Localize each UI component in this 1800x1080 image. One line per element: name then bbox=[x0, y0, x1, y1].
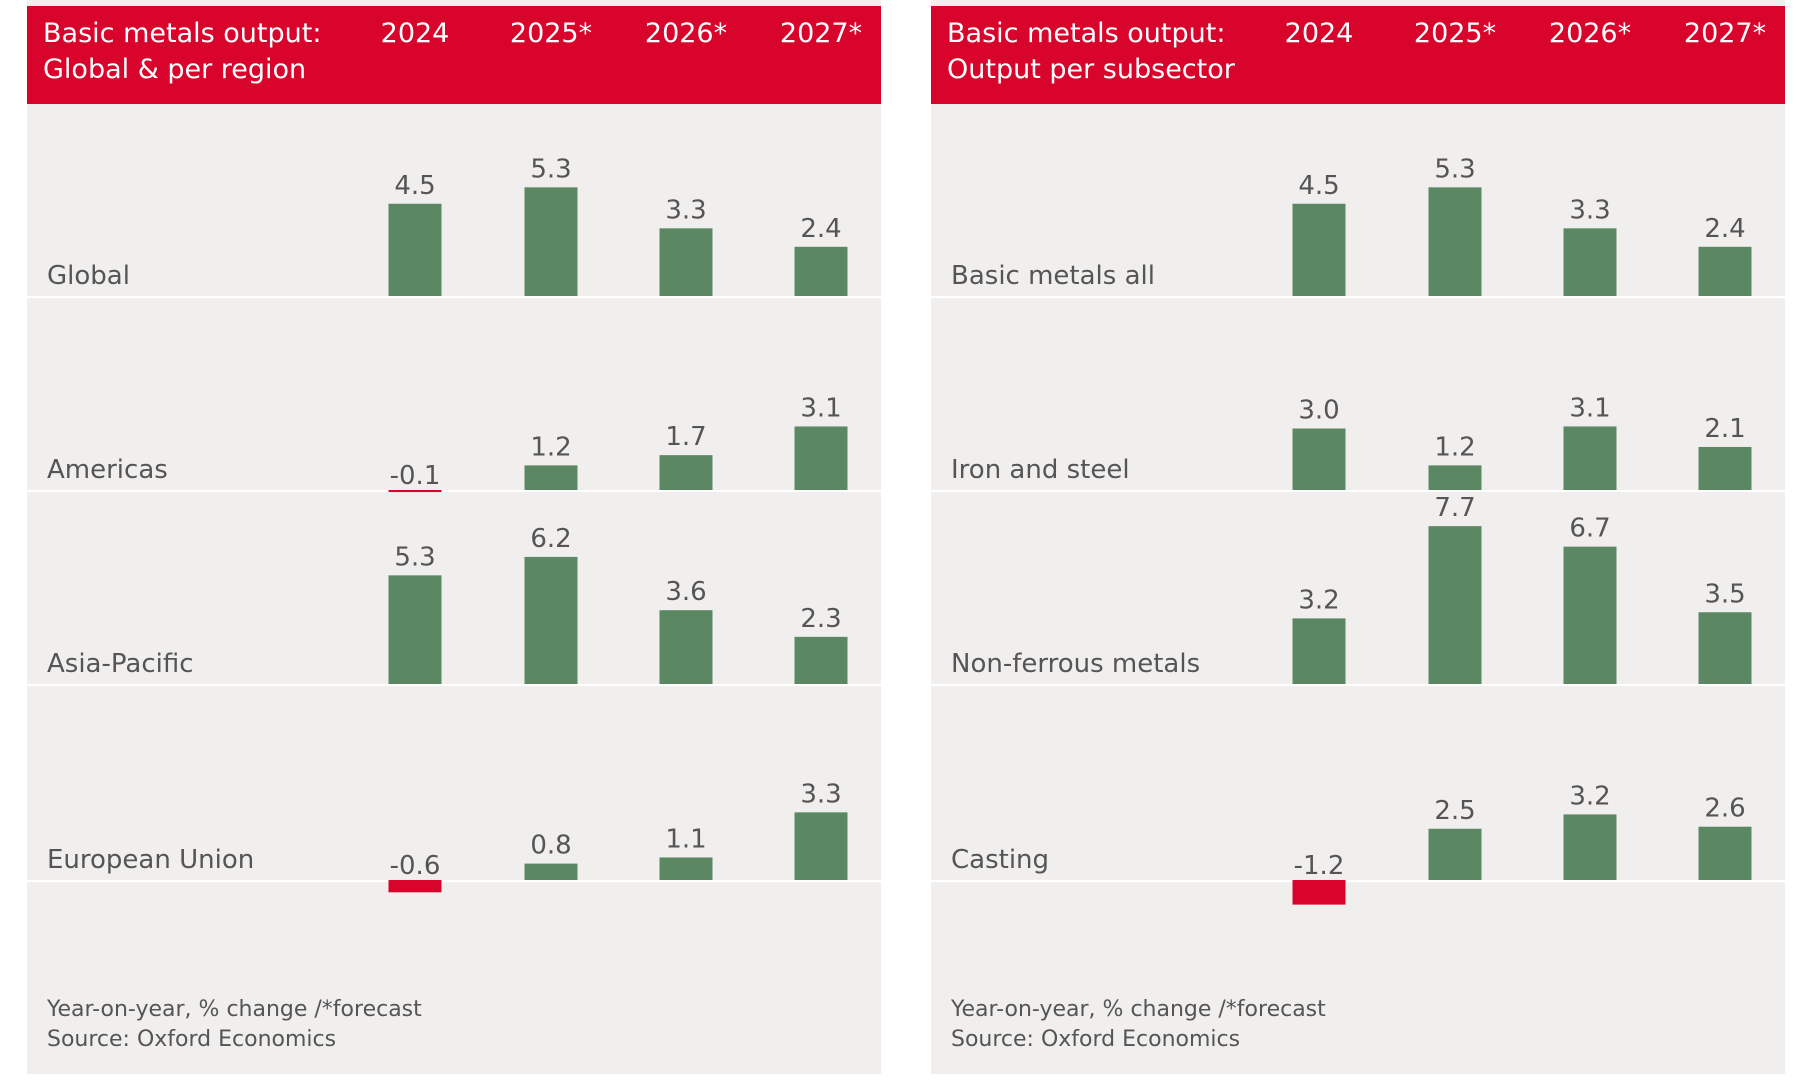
panel: Basic metals output: Global & per region 2… bbox=[27, 0, 881, 1074]
source: Source: Oxford Economics bbox=[951, 1027, 1240, 1052]
row-label: Asia-Pacific bbox=[47, 649, 194, 679]
row-label: Global bbox=[47, 261, 130, 291]
column-header: 2025* bbox=[510, 18, 592, 49]
bar bbox=[1428, 828, 1482, 880]
bar bbox=[388, 490, 442, 493]
panel-title: Basic metals output: bbox=[43, 18, 321, 49]
value-label: 5.3 bbox=[1434, 154, 1475, 184]
bar bbox=[1428, 465, 1482, 490]
value-label: 6.2 bbox=[530, 524, 571, 554]
bar bbox=[1698, 446, 1752, 490]
bar bbox=[524, 863, 578, 880]
value-label: -0.1 bbox=[390, 461, 441, 491]
bar bbox=[388, 880, 442, 893]
row-label: Casting bbox=[951, 845, 1049, 875]
value-label: 3.0 bbox=[1298, 396, 1339, 426]
row-label: European Union bbox=[47, 845, 254, 875]
panel: Basic metals output: Output per subsector… bbox=[931, 0, 1785, 1074]
panel-background bbox=[27, 0, 881, 1074]
row-label: Non-ferrous metals bbox=[951, 649, 1200, 679]
column-header: 2027* bbox=[1684, 18, 1766, 49]
value-label: 5.3 bbox=[394, 542, 435, 572]
bar bbox=[1698, 246, 1752, 296]
value-label: 2.4 bbox=[800, 214, 841, 244]
header bbox=[27, 6, 881, 104]
value-label: 4.5 bbox=[394, 171, 435, 201]
value-label: 2.3 bbox=[800, 604, 841, 634]
bar bbox=[794, 426, 848, 490]
value-label: 3.3 bbox=[1569, 195, 1610, 225]
value-label: 3.6 bbox=[665, 577, 706, 607]
bar bbox=[1292, 428, 1346, 490]
value-label: 6.7 bbox=[1569, 514, 1610, 544]
source: Source: Oxford Economics bbox=[47, 1027, 336, 1052]
bar bbox=[659, 455, 713, 490]
panel-subtitle: Global & per region bbox=[43, 54, 306, 85]
value-label: -0.6 bbox=[390, 851, 441, 881]
bar bbox=[524, 187, 578, 296]
bar bbox=[1563, 228, 1617, 296]
value-label: 3.2 bbox=[1569, 781, 1610, 811]
column-header: 2025* bbox=[1414, 18, 1496, 49]
bar bbox=[1563, 814, 1617, 880]
bar bbox=[794, 636, 848, 684]
value-label: 4.5 bbox=[1298, 171, 1339, 201]
row-label: Basic metals all bbox=[951, 261, 1155, 291]
panel-subtitle: Output per subsector bbox=[947, 54, 1236, 85]
bar bbox=[1428, 187, 1482, 296]
header bbox=[931, 6, 1785, 104]
column-header: 2027* bbox=[780, 18, 862, 49]
value-label: 2.4 bbox=[1704, 214, 1745, 244]
bar bbox=[659, 610, 713, 684]
value-label: -1.2 bbox=[1294, 851, 1345, 881]
bar bbox=[1698, 612, 1752, 684]
value-label: 3.1 bbox=[1569, 393, 1610, 423]
bar bbox=[388, 203, 442, 296]
value-label: 2.5 bbox=[1434, 796, 1475, 826]
bar bbox=[1698, 826, 1752, 880]
value-label: 3.1 bbox=[800, 393, 841, 423]
bar bbox=[659, 857, 713, 880]
value-label: 1.7 bbox=[665, 422, 706, 452]
value-label: 1.2 bbox=[530, 432, 571, 462]
value-label: 3.2 bbox=[1298, 585, 1339, 615]
bar bbox=[1563, 426, 1617, 490]
note: Year-on-year, % change /*forecast bbox=[46, 997, 422, 1022]
value-label: 0.8 bbox=[530, 831, 571, 861]
value-label: 2.1 bbox=[1704, 414, 1745, 444]
column-header: 2024 bbox=[381, 18, 450, 49]
value-label: 3.3 bbox=[665, 195, 706, 225]
value-label: 7.7 bbox=[1434, 493, 1475, 523]
column-header: 2026* bbox=[645, 18, 727, 49]
panel-title: Basic metals output: bbox=[947, 18, 1225, 49]
value-label: 3.5 bbox=[1704, 579, 1745, 609]
row-label: Americas bbox=[47, 455, 168, 485]
value-label: 5.3 bbox=[530, 154, 571, 184]
row-label: Iron and steel bbox=[951, 455, 1130, 485]
bar bbox=[794, 246, 848, 296]
panel-background bbox=[931, 0, 1785, 1074]
bar bbox=[388, 575, 442, 684]
value-label: 2.6 bbox=[1704, 794, 1745, 824]
bar bbox=[659, 228, 713, 296]
bar bbox=[1292, 203, 1346, 296]
bar bbox=[1292, 618, 1346, 684]
bar bbox=[794, 812, 848, 880]
bar bbox=[1428, 526, 1482, 684]
bar bbox=[1563, 546, 1617, 684]
column-header: 2026* bbox=[1549, 18, 1631, 49]
column-header: 2024 bbox=[1285, 18, 1354, 49]
note: Year-on-year, % change /*forecast bbox=[950, 997, 1326, 1022]
bar bbox=[524, 556, 578, 684]
bar bbox=[1292, 880, 1346, 905]
bar bbox=[524, 465, 578, 490]
value-label: 1.2 bbox=[1434, 432, 1475, 462]
value-label: 1.1 bbox=[665, 824, 706, 854]
value-label: 3.3 bbox=[800, 779, 841, 809]
